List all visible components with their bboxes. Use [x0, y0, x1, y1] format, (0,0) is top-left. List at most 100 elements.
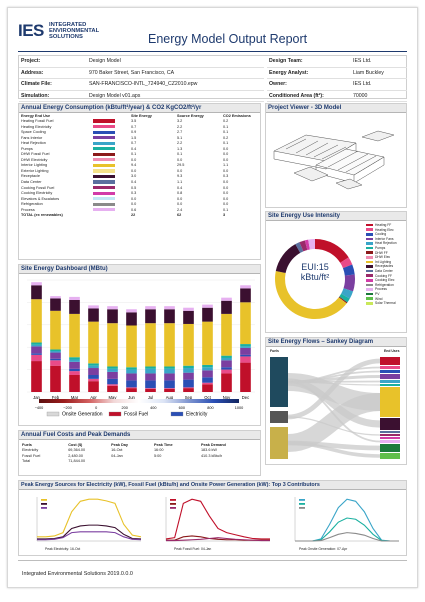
co2-value: 0.0 [223, 180, 229, 185]
site-energy-value: 0.3 [131, 191, 137, 196]
legend-label: Process [375, 287, 387, 292]
source-energy-value: 1.1 [177, 180, 183, 185]
dashboard-bar-segment [126, 325, 137, 368]
dashboard-title: Site Energy Dashboard (MBtu) [19, 265, 260, 274]
ies-logo: IES [18, 20, 46, 42]
dashboard-bar-segment [221, 355, 232, 358]
site-energy-value: 0.0 [131, 168, 137, 173]
donut-slice [299, 240, 308, 252]
sankey-fuel-node [270, 411, 288, 423]
end-use-swatch [92, 141, 130, 147]
dashboard-bar-segment [126, 387, 137, 389]
end-use-name: Cooking Electricity [21, 191, 53, 196]
peak-series-line [165, 498, 270, 540]
dashboard-bar-segment [145, 388, 156, 392]
dashboard-bar-segment [221, 313, 232, 356]
dashboard-bar-segment [88, 378, 99, 382]
annual-energy-panel: Annual Energy Consumption (kBtu/ft²/year… [18, 103, 261, 260]
dashboard-legend-label: Fossil Fuel [124, 412, 148, 418]
dashboard-bar-segment [50, 351, 61, 353]
legend-swatch [366, 233, 373, 236]
fuel-costs-title: Annual Fuel Costs and Peak Demands [19, 431, 260, 440]
dashboard-bar-segment [202, 321, 213, 365]
total-co2: 3 [223, 213, 226, 218]
dashboard-legend-swatch [46, 411, 60, 417]
co2-value: 0.3 [223, 174, 229, 179]
peak-caption-onsite: Peak Onsite Generation: 07-Apr [299, 547, 348, 551]
end-use-row: Pumps 0.4 1.3 0.0 [20, 147, 260, 153]
dashboard-bar-segment [145, 323, 156, 367]
dashboard-bar-segment [202, 304, 213, 308]
dashboard-bar-segment [183, 388, 194, 392]
legend-label: PV [375, 291, 380, 296]
logo-subtext: INTEGRATED ENVIRONMENTAL SOLUTIONS [49, 22, 99, 41]
peak-fossil-fuel-chart [165, 497, 270, 542]
info-value: 70000 [351, 90, 407, 102]
dashboard-bar-segment [202, 307, 213, 322]
fuel-peak-day: 16-Oct [111, 448, 123, 452]
source-energy-value: 0.4 [177, 185, 183, 190]
dashboard-bar-segment [126, 373, 137, 381]
eui-legend-item: Int Lighting [366, 260, 407, 265]
dashboard-bar-segment [69, 368, 80, 372]
dashboard-legend-label: Electricity [186, 412, 208, 418]
peak-legend-swatch [41, 503, 47, 505]
end-use-row: Receptacle 3.0 9.3 0.3 [20, 174, 260, 180]
end-use-row: Exterior Lighting 0.0 0.0 0.0 [20, 169, 260, 175]
site-energy-value: 0.9 [131, 130, 137, 135]
legend-label: DHW Elec [375, 255, 391, 260]
info-row: Conditioned Area (ft²): 70000 [267, 90, 407, 102]
dashboard-bar-segment [202, 364, 213, 368]
legend-label: Interior Fans [375, 236, 394, 241]
dashboard-bar-segment [69, 371, 80, 375]
footer-divider [18, 560, 407, 561]
co2-value: 0.0 [223, 185, 229, 190]
month-tick-label: Aug [166, 395, 174, 400]
info-row: Project: Design Model [19, 56, 264, 68]
scale-tick-label: −400 [35, 406, 44, 410]
dashboard-bar-segment [183, 372, 194, 380]
scale-tick-label: 200 [122, 406, 128, 410]
end-use-swatch [92, 202, 130, 208]
dashboard-bar-segment [145, 368, 156, 374]
dashboard-bar-segment [145, 380, 156, 389]
donut-slice [342, 264, 355, 276]
end-use-row: Fans Interior 1.5 5.1 0.2 [20, 136, 260, 142]
header-divider [18, 51, 407, 52]
scale-tick-label: 1000 [235, 406, 243, 410]
end-use-swatch [92, 169, 130, 175]
end-use-swatch [92, 136, 130, 142]
site-energy-value: 0.0 [131, 202, 137, 207]
peaktime-col: Peak Time [153, 443, 173, 447]
dashboard-bar-segment [107, 323, 118, 367]
end-use-row: Interior Lighting 9.4 29.5 1.1 [20, 163, 260, 169]
end-use-name: Refrigeration [21, 202, 43, 207]
peak-series-line [166, 537, 270, 542]
co2-value: 0.1 [223, 130, 229, 135]
dashboard-bar-segment [31, 346, 42, 354]
donut-slice [295, 242, 304, 253]
dashboard-bar-segment [221, 297, 232, 301]
dashboard-bar-segment [183, 379, 194, 388]
end-use-name: Heat Rejection [21, 141, 46, 146]
col-site: Site Energy [131, 114, 152, 118]
sankey-enduse-node [380, 357, 400, 365]
fuel-peak-day: 04-Jan [111, 453, 123, 458]
dashboard-bar-segment [164, 380, 175, 389]
dashboard-bar-segment [107, 371, 118, 379]
dashboard-bar-segment [221, 300, 232, 314]
dashboard-bar-segment [88, 374, 99, 379]
legend-swatch [366, 260, 373, 264]
source-energy-value: 1.3 [177, 146, 183, 151]
legend-swatch [366, 246, 373, 250]
legend-label: Heating Elec [375, 227, 394, 232]
sankey-enduses-label: End Uses [384, 349, 400, 353]
info-value: Design Model v01.aps [87, 90, 264, 102]
legend-label: Wind [375, 296, 383, 301]
end-use-swatch [92, 163, 130, 169]
month-tick-label: Jun [128, 395, 135, 400]
legend-swatch [366, 274, 373, 277]
building-3d-model[interactable] [266, 113, 406, 207]
dashboard-bar-segment [107, 368, 118, 372]
dashboard-bar-segment [107, 309, 118, 324]
